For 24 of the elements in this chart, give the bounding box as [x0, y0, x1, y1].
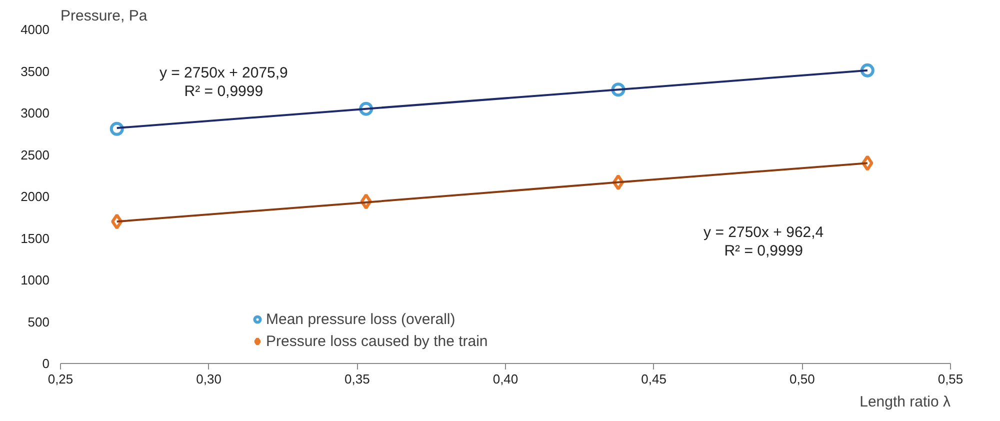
- y-tick-label: 3500: [20, 64, 50, 79]
- y-axis-title: Pressure, Pa: [60, 8, 148, 24]
- annotation: y = 2750x + 962,4: [704, 224, 824, 241]
- annotation: R² = 0,9999: [724, 242, 804, 260]
- annotation: R² = 0,9999: [184, 83, 264, 100]
- y-tick-label: 2000: [20, 189, 50, 204]
- x-tick-label: 0,55: [938, 372, 964, 386]
- x-tick-label: 0,45: [641, 372, 666, 386]
- y-tick-label: 1500: [20, 230, 50, 246]
- x-tick-label: 0,40: [492, 372, 518, 386]
- x-tick-label: 0,35: [344, 372, 370, 386]
- y-tick-label: 0: [42, 356, 50, 371]
- y-tick-label: 500: [28, 314, 50, 330]
- x-tick-label: 0,30: [196, 372, 222, 386]
- y-tick-label: 1000: [20, 272, 50, 288]
- y-tick-label: 4000: [20, 22, 50, 37]
- x-tick-label: 0,50: [790, 372, 815, 386]
- y-tick-label: 2500: [20, 147, 50, 162]
- legend-label: Pressure loss caused by the train: [266, 332, 488, 350]
- x-axis-title: Length ratio λ: [860, 394, 951, 410]
- y-tick-label: 3000: [20, 106, 50, 120]
- annotation: y = 2750x + 2075,9: [159, 64, 288, 82]
- x-tick-label: 0,25: [48, 372, 74, 386]
- legend-label: Mean pressure loss (overall): [266, 310, 456, 328]
